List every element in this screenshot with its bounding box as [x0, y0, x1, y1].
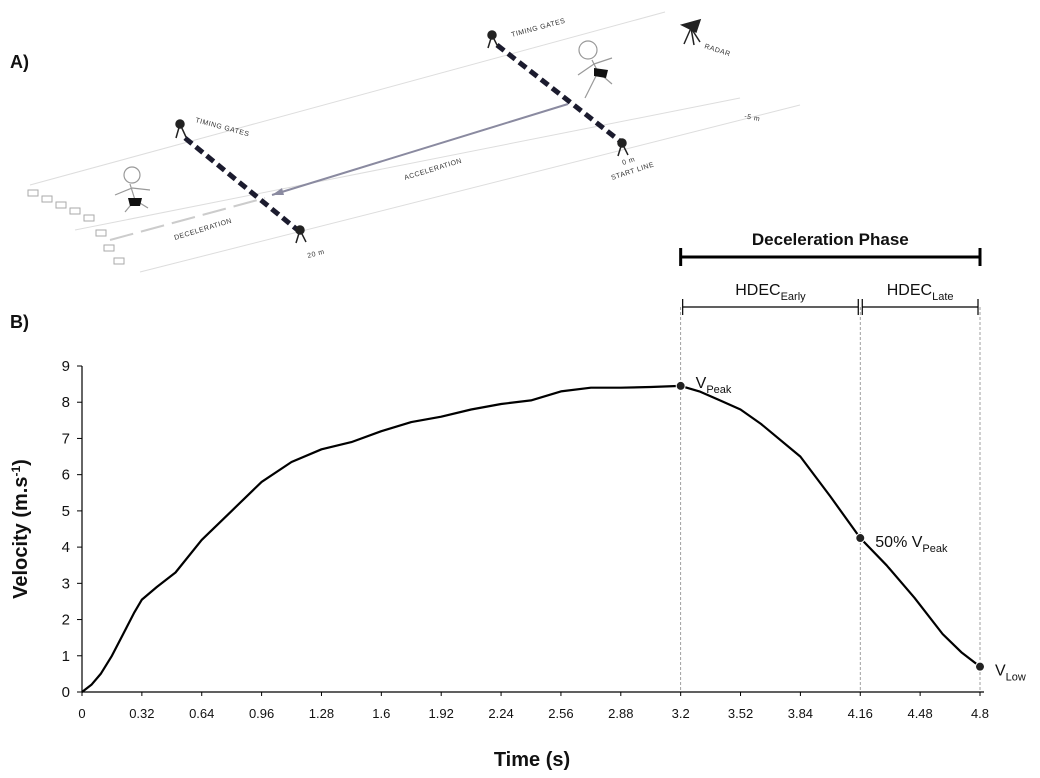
annotation-label: VLow	[995, 663, 1026, 684]
annotation-label: 50% VPeak	[875, 534, 948, 555]
x-tick-label: 3.52	[728, 706, 753, 721]
x-tick-label: 0	[78, 706, 85, 721]
runner	[114, 40, 613, 213]
acceleration-arrow	[271, 103, 569, 196]
annotation-marker	[975, 661, 985, 672]
phase-bracket: HDECEarly	[682, 282, 859, 315]
x-tick-label: 3.2	[672, 706, 690, 721]
x-tick-label: 0.32	[129, 706, 154, 721]
gate-stands	[175, 18, 702, 244]
y-tick-label: 6	[62, 467, 70, 484]
x-tick-label: 3.84	[788, 706, 813, 721]
phase-label-sub: Late	[932, 291, 953, 303]
distance-label: -5 m	[744, 113, 761, 123]
annotation-sub: Peak	[706, 384, 732, 396]
phase-label: Deceleration Phase	[752, 230, 909, 249]
panel-label: B)	[10, 312, 29, 332]
y-axis-title-text: Velocity (m.s	[10, 477, 32, 599]
deceleration-line	[109, 197, 266, 241]
x-tick-label: 4.8	[971, 706, 989, 721]
annotation-text: V	[696, 375, 707, 392]
distance-label: 20 m	[307, 249, 326, 260]
track-line	[74, 97, 741, 231]
y-tick-label: 0	[62, 684, 70, 701]
runner-shorts	[128, 198, 142, 206]
track-line	[29, 11, 666, 186]
x-tick-label: 2.24	[488, 706, 513, 721]
y-tick-label: 8	[62, 394, 70, 411]
x-tick-label: 4.48	[907, 706, 932, 721]
y-tick-label: 9	[62, 358, 70, 375]
y-tick-label: 4	[62, 539, 70, 556]
distance-label: 0 m	[621, 156, 636, 167]
annotation-sub: Low	[1006, 672, 1026, 684]
phase-label: HDECEarly	[735, 282, 806, 303]
start-line-label: START LINE	[610, 161, 655, 181]
y-tick-label: 2	[62, 612, 70, 629]
phase-label: HDECLate	[887, 282, 954, 303]
x-tick-label: 1.28	[309, 706, 334, 721]
phase-label-text: HDEC	[887, 282, 932, 299]
y-tick-label: 3	[62, 575, 70, 592]
runner-shorts	[594, 68, 608, 78]
phase-bracket: Deceleration Phase	[679, 230, 982, 266]
annotation-marker	[675, 380, 686, 391]
radar-label: RADAR	[703, 43, 731, 58]
annotation-sub: Peak	[922, 543, 948, 555]
x-tick-label: 2.88	[608, 706, 633, 721]
annotation-label: VPeak	[696, 375, 732, 396]
track-line	[139, 104, 801, 273]
x-tick-label: 2.56	[548, 706, 573, 721]
phase-label-text: Deceleration Phase	[752, 230, 909, 249]
x-tick-label: 0.96	[249, 706, 274, 721]
x-tick-label: 1.92	[429, 706, 454, 721]
x-tick-label: 1.6	[372, 706, 390, 721]
y-tick-label: 5	[62, 503, 70, 520]
x-axis-title: Time (s)	[494, 749, 570, 771]
y-axis-title-suffix: )	[10, 459, 32, 466]
y-tick-label: 1	[62, 648, 70, 665]
velocity-line	[81, 384, 981, 693]
annotation-text: V	[995, 663, 1006, 680]
arrow-head	[272, 188, 284, 195]
phase-label-sub: Early	[781, 291, 807, 303]
gate-label: TIMING GATES	[511, 18, 567, 39]
x-tick-label: 0.64	[189, 706, 214, 721]
x-tick-label: 4.16	[848, 706, 873, 721]
y-tick-label: 7	[62, 430, 70, 447]
y-axis-title: Velocity (m.s-1)	[9, 459, 32, 599]
y-axis-title-sup: -1	[9, 466, 23, 477]
annotation-text: 50% V	[875, 534, 922, 551]
panel-a: A) TIMING GATES TIMING GATES RADAR	[10, 11, 801, 273]
panel-label: A)	[10, 52, 29, 72]
phase-label-text: HDEC	[735, 282, 780, 299]
timing-gate	[183, 136, 302, 234]
phase-bracket: HDECLate	[861, 282, 979, 315]
annotation-marker	[855, 533, 866, 544]
phase-label: ACCELERATION	[404, 158, 463, 182]
cones	[27, 189, 125, 265]
